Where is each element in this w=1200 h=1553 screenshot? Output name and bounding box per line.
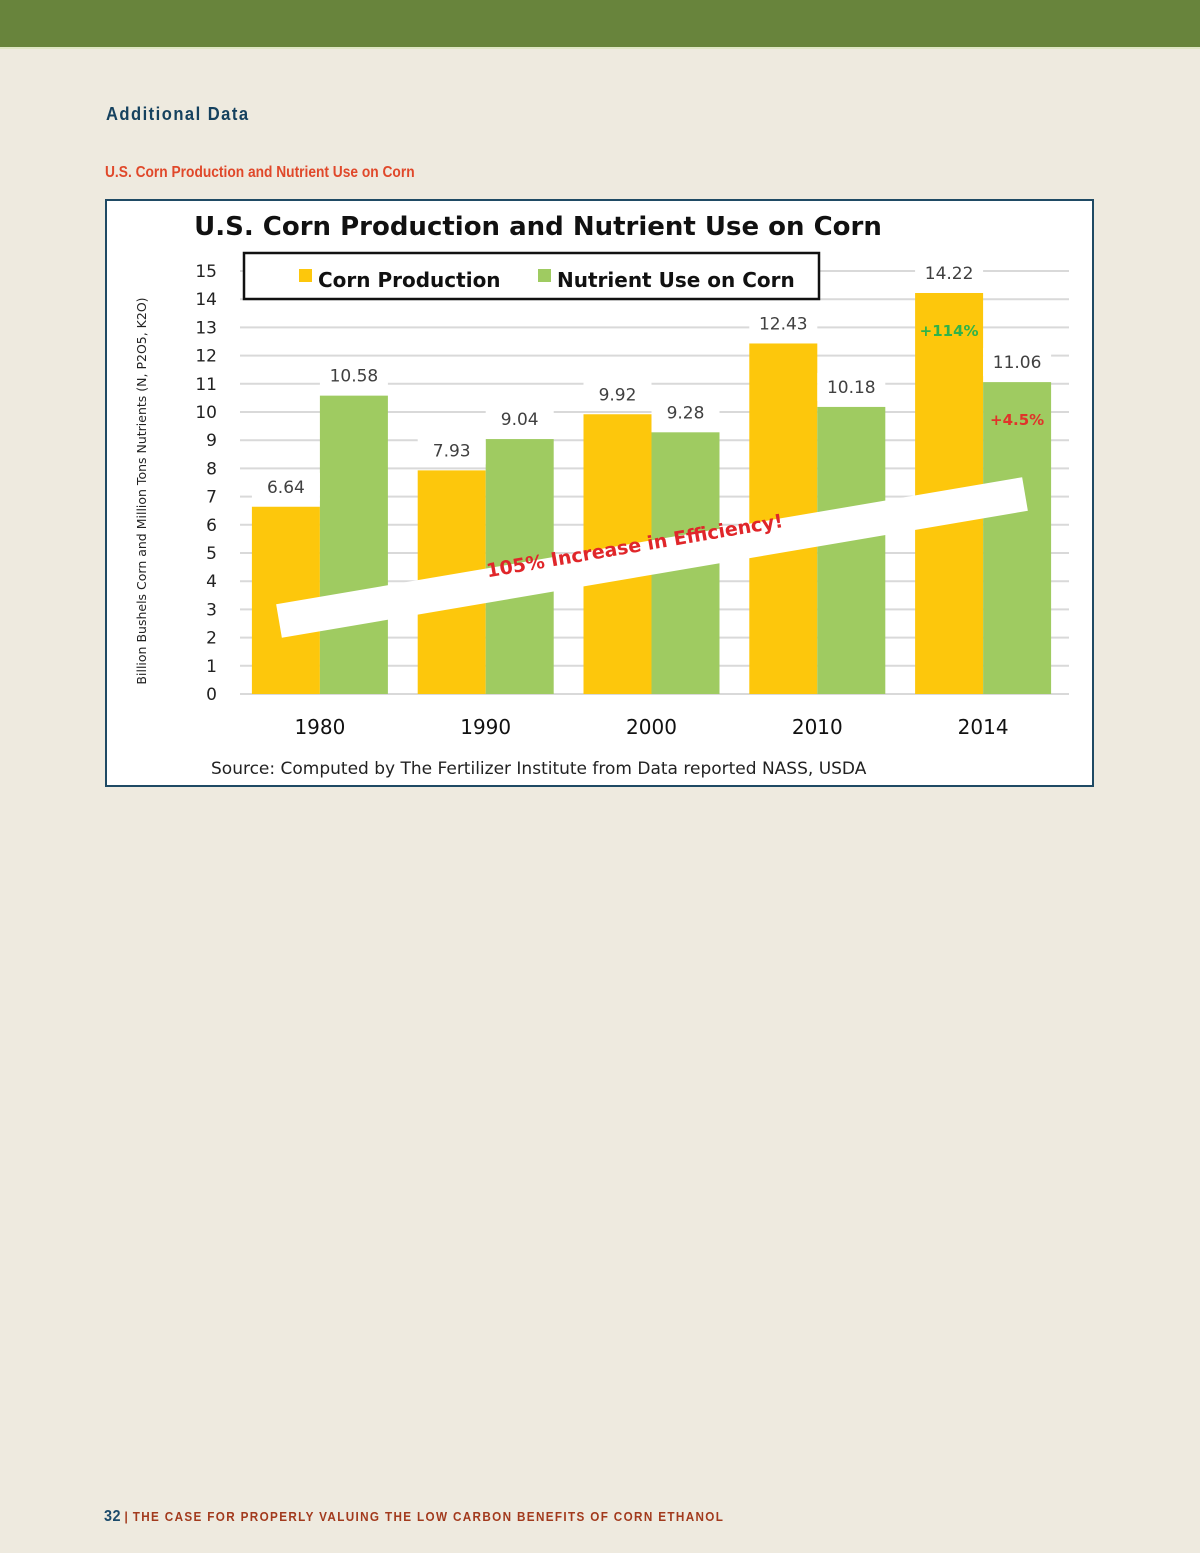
data-label: 14.22 bbox=[925, 264, 974, 284]
y-tick-label: 9 bbox=[206, 431, 217, 451]
data-label-bg bbox=[583, 380, 652, 409]
chart-caption: U.S. Corn Production and Nutrient Use on… bbox=[105, 164, 415, 181]
y-tick-label: 4 bbox=[206, 572, 217, 592]
y-tick-label: 13 bbox=[195, 318, 217, 338]
legend-box bbox=[242, 251, 821, 301]
y-axis-label: Billion Bushels Corn and Million Tons Nu… bbox=[134, 297, 149, 684]
efficiency-banner-band bbox=[276, 477, 1028, 638]
y-tick-label: 2 bbox=[206, 629, 217, 649]
y-tick-label: 11 bbox=[195, 375, 217, 395]
page-footer: 32 | THE CASE FOR PROPERLY VALUING THE LOW… bbox=[104, 1508, 724, 1526]
bar-nutrient-use-on-corn bbox=[319, 395, 388, 694]
source-note: Source: Computed by The Fertilizer Insti… bbox=[211, 759, 867, 779]
y-tick-label: 7 bbox=[206, 488, 217, 508]
data-label: 11.06 bbox=[993, 353, 1042, 373]
legend-swatch bbox=[299, 269, 312, 282]
x-tick-label: 2014 bbox=[958, 715, 1009, 739]
chart-title: U.S. Corn Production and Nutrient Use on… bbox=[194, 212, 882, 242]
bar-nutrient-use-on-corn bbox=[817, 406, 886, 694]
percent-change-annotation: +114% bbox=[920, 322, 979, 340]
x-tick-label: 1990 bbox=[460, 715, 511, 739]
data-label: 10.18 bbox=[827, 378, 876, 398]
bar-nutrient-use-on-corn bbox=[983, 382, 1052, 694]
data-label-bg bbox=[749, 309, 818, 338]
y-tick-label: 6 bbox=[206, 516, 217, 536]
data-label: 9.92 bbox=[599, 385, 637, 405]
footer-separator: | bbox=[124, 1509, 130, 1524]
legend-swatch bbox=[538, 269, 551, 282]
header-band bbox=[0, 0, 1200, 49]
bar-chart: U.S. Corn Production and Nutrient Use on… bbox=[134, 212, 1069, 779]
data-label: 6.64 bbox=[267, 478, 305, 498]
y-tick-label: 1 bbox=[206, 657, 217, 677]
data-label-bg bbox=[817, 372, 886, 401]
chart-frame: U.S. Corn Production and Nutrient Use on… bbox=[105, 199, 1094, 787]
y-tick-label: 14 bbox=[195, 290, 217, 310]
x-tick-label: 2000 bbox=[626, 715, 677, 739]
document-title: THE CASE FOR PROPERLY VALUING THE LOW CA… bbox=[132, 1509, 725, 1524]
data-label-bg bbox=[485, 405, 554, 434]
y-tick-label: 0 bbox=[206, 685, 217, 705]
legend-label: Corn Production bbox=[318, 268, 501, 292]
y-tick-label: 15 bbox=[195, 262, 217, 282]
data-label: 9.04 bbox=[501, 410, 539, 430]
x-tick-label: 1980 bbox=[294, 715, 345, 739]
data-label-bg bbox=[983, 348, 1052, 377]
data-label-bg bbox=[651, 398, 720, 427]
data-label-bg bbox=[417, 436, 486, 465]
data-label-bg bbox=[251, 472, 320, 501]
page-number: 32 bbox=[104, 1508, 121, 1525]
data-label: 12.43 bbox=[759, 314, 808, 334]
data-label-bg bbox=[915, 258, 984, 287]
percent-change-annotation: +4.5% bbox=[990, 411, 1044, 429]
data-label-bg bbox=[319, 361, 388, 390]
data-label: 9.28 bbox=[667, 403, 705, 423]
y-tick-label: 12 bbox=[195, 347, 217, 367]
y-tick-label: 3 bbox=[206, 600, 217, 620]
section-heading: Additional Data bbox=[106, 104, 250, 124]
y-tick-label: 5 bbox=[206, 544, 217, 564]
data-label: 10.58 bbox=[330, 367, 379, 387]
data-label: 7.93 bbox=[433, 441, 471, 461]
legend-label: Nutrient Use on Corn bbox=[557, 268, 795, 292]
y-tick-label: 10 bbox=[195, 403, 217, 423]
y-tick-label: 8 bbox=[206, 459, 217, 479]
x-tick-label: 2010 bbox=[792, 715, 843, 739]
